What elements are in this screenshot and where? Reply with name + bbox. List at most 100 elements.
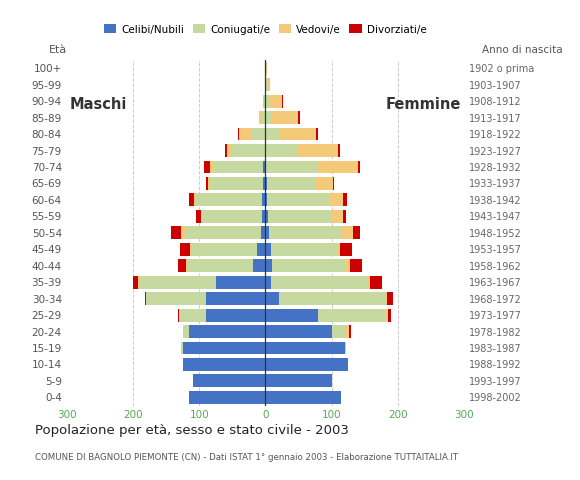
Bar: [340, 243, 352, 256]
Bar: [262, 193, 266, 206]
Bar: [316, 177, 333, 190]
Bar: [266, 374, 332, 387]
Bar: [182, 342, 183, 354]
Bar: [350, 259, 362, 272]
Bar: [190, 243, 191, 256]
Bar: [343, 210, 346, 223]
Bar: [269, 227, 342, 239]
Bar: [211, 177, 263, 190]
Bar: [266, 259, 272, 272]
Bar: [252, 128, 266, 141]
Bar: [206, 177, 208, 190]
Bar: [196, 193, 262, 206]
Bar: [196, 210, 201, 223]
Bar: [189, 325, 266, 338]
Bar: [318, 309, 385, 322]
Bar: [264, 95, 266, 108]
Bar: [253, 259, 266, 272]
Bar: [140, 276, 216, 288]
Bar: [182, 227, 184, 239]
Bar: [227, 144, 232, 157]
Bar: [266, 78, 267, 91]
Bar: [353, 227, 360, 239]
Bar: [179, 309, 206, 322]
Bar: [345, 342, 346, 354]
Text: Maschi: Maschi: [70, 97, 128, 112]
Bar: [299, 111, 300, 124]
Bar: [186, 259, 187, 272]
Bar: [358, 160, 360, 173]
Bar: [385, 292, 386, 305]
Bar: [189, 391, 266, 404]
Bar: [386, 292, 393, 305]
Bar: [346, 325, 349, 338]
Bar: [266, 111, 272, 124]
Bar: [299, 144, 338, 157]
Bar: [138, 276, 140, 288]
Bar: [202, 210, 262, 223]
Bar: [187, 259, 253, 272]
Text: Anno di nascita: Anno di nascita: [482, 45, 563, 55]
Bar: [184, 227, 261, 239]
Bar: [262, 210, 266, 223]
Bar: [259, 111, 262, 124]
Bar: [261, 227, 266, 239]
Bar: [266, 177, 267, 190]
Bar: [267, 78, 270, 91]
Bar: [385, 309, 388, 322]
Bar: [271, 243, 337, 256]
Bar: [201, 210, 202, 223]
Bar: [191, 243, 258, 256]
Bar: [316, 128, 318, 141]
Bar: [266, 210, 268, 223]
Bar: [178, 309, 179, 322]
Bar: [145, 292, 146, 305]
Bar: [263, 177, 266, 190]
Bar: [282, 95, 283, 108]
Bar: [272, 111, 299, 124]
Bar: [266, 358, 348, 371]
Legend: Celibi/Nubili, Coniugati/e, Vedovi/e, Divorziati/e: Celibi/Nubili, Coniugati/e, Vedovi/e, Di…: [100, 20, 431, 39]
Bar: [266, 160, 318, 173]
Bar: [232, 144, 266, 157]
Bar: [183, 358, 266, 371]
Bar: [269, 95, 282, 108]
Bar: [266, 292, 278, 305]
Bar: [206, 292, 266, 305]
Bar: [388, 309, 391, 322]
Bar: [258, 243, 266, 256]
Bar: [343, 193, 347, 206]
Bar: [342, 227, 353, 239]
Bar: [272, 259, 345, 272]
Bar: [332, 325, 346, 338]
Bar: [188, 193, 194, 206]
Bar: [266, 144, 299, 157]
Bar: [267, 177, 316, 190]
Bar: [266, 62, 267, 75]
Bar: [370, 276, 382, 288]
Bar: [171, 227, 182, 239]
Bar: [266, 325, 332, 338]
Bar: [210, 160, 213, 173]
Bar: [267, 193, 330, 206]
Text: Età: Età: [49, 45, 67, 55]
Bar: [331, 210, 343, 223]
Bar: [238, 128, 239, 141]
Bar: [146, 292, 206, 305]
Bar: [337, 243, 340, 256]
Bar: [180, 243, 190, 256]
Bar: [266, 227, 269, 239]
Bar: [216, 276, 266, 288]
Bar: [266, 342, 345, 354]
Bar: [263, 160, 266, 173]
Bar: [268, 210, 331, 223]
Bar: [266, 128, 280, 141]
Text: Popolazione per età, sesso e stato civile - 2003: Popolazione per età, sesso e stato civil…: [35, 424, 349, 437]
Bar: [208, 177, 211, 190]
Bar: [338, 144, 339, 157]
Bar: [183, 325, 189, 338]
Bar: [183, 342, 266, 354]
Bar: [262, 111, 266, 124]
Bar: [266, 243, 271, 256]
Bar: [213, 160, 263, 173]
